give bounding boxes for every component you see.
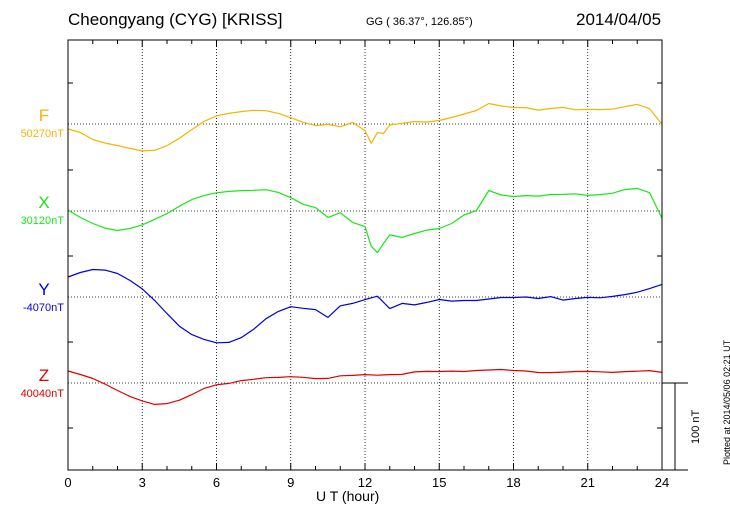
component-label-x: X (38, 193, 50, 212)
x-tick-label: 18 (506, 475, 520, 490)
axes: 0 3 6 9 12 15 18 21 24 (64, 39, 688, 490)
station-title: Cheongyang (CYG) [KRISS] (68, 10, 283, 29)
plot-frame (67, 39, 663, 471)
x-tick-label: 12 (358, 475, 372, 490)
x-tick-label: 21 (581, 475, 595, 490)
scale-bar-label: 100 nT (690, 409, 702, 444)
x-tick-label: 24 (655, 475, 669, 490)
coordinates-label: GG ( 36.37°, 126.85°) (366, 16, 473, 28)
series-line-z (67, 368, 663, 405)
series-group (67, 102, 663, 405)
series-line-f (67, 102, 663, 152)
plotted-timestamp: Plotted at 2014/05/06 02:21 UT (722, 339, 730, 465)
x-tick-label: 0 (64, 475, 71, 490)
x-tick-label: 15 (432, 475, 446, 490)
component-label-z: Z (38, 366, 50, 385)
series-line-y (67, 268, 663, 344)
x-tick-label: 3 (139, 475, 146, 490)
baseline-value-f: 50270nT (20, 128, 64, 140)
baseline-value-x: 30120nT (20, 215, 64, 227)
component-label-f: F (38, 106, 50, 125)
date-label: 2014/04/05 (576, 10, 662, 29)
grid (68, 40, 662, 470)
x-tick-label: 6 (213, 475, 220, 490)
x-tick-label: 9 (287, 475, 294, 490)
component-label-y: Y (38, 280, 50, 299)
baseline-value-y: -4070nT (23, 302, 64, 314)
x-axis-label: U T (hour) (316, 488, 380, 504)
series-line-x (67, 187, 663, 254)
baseline-value-z: 40040nT (20, 388, 64, 400)
